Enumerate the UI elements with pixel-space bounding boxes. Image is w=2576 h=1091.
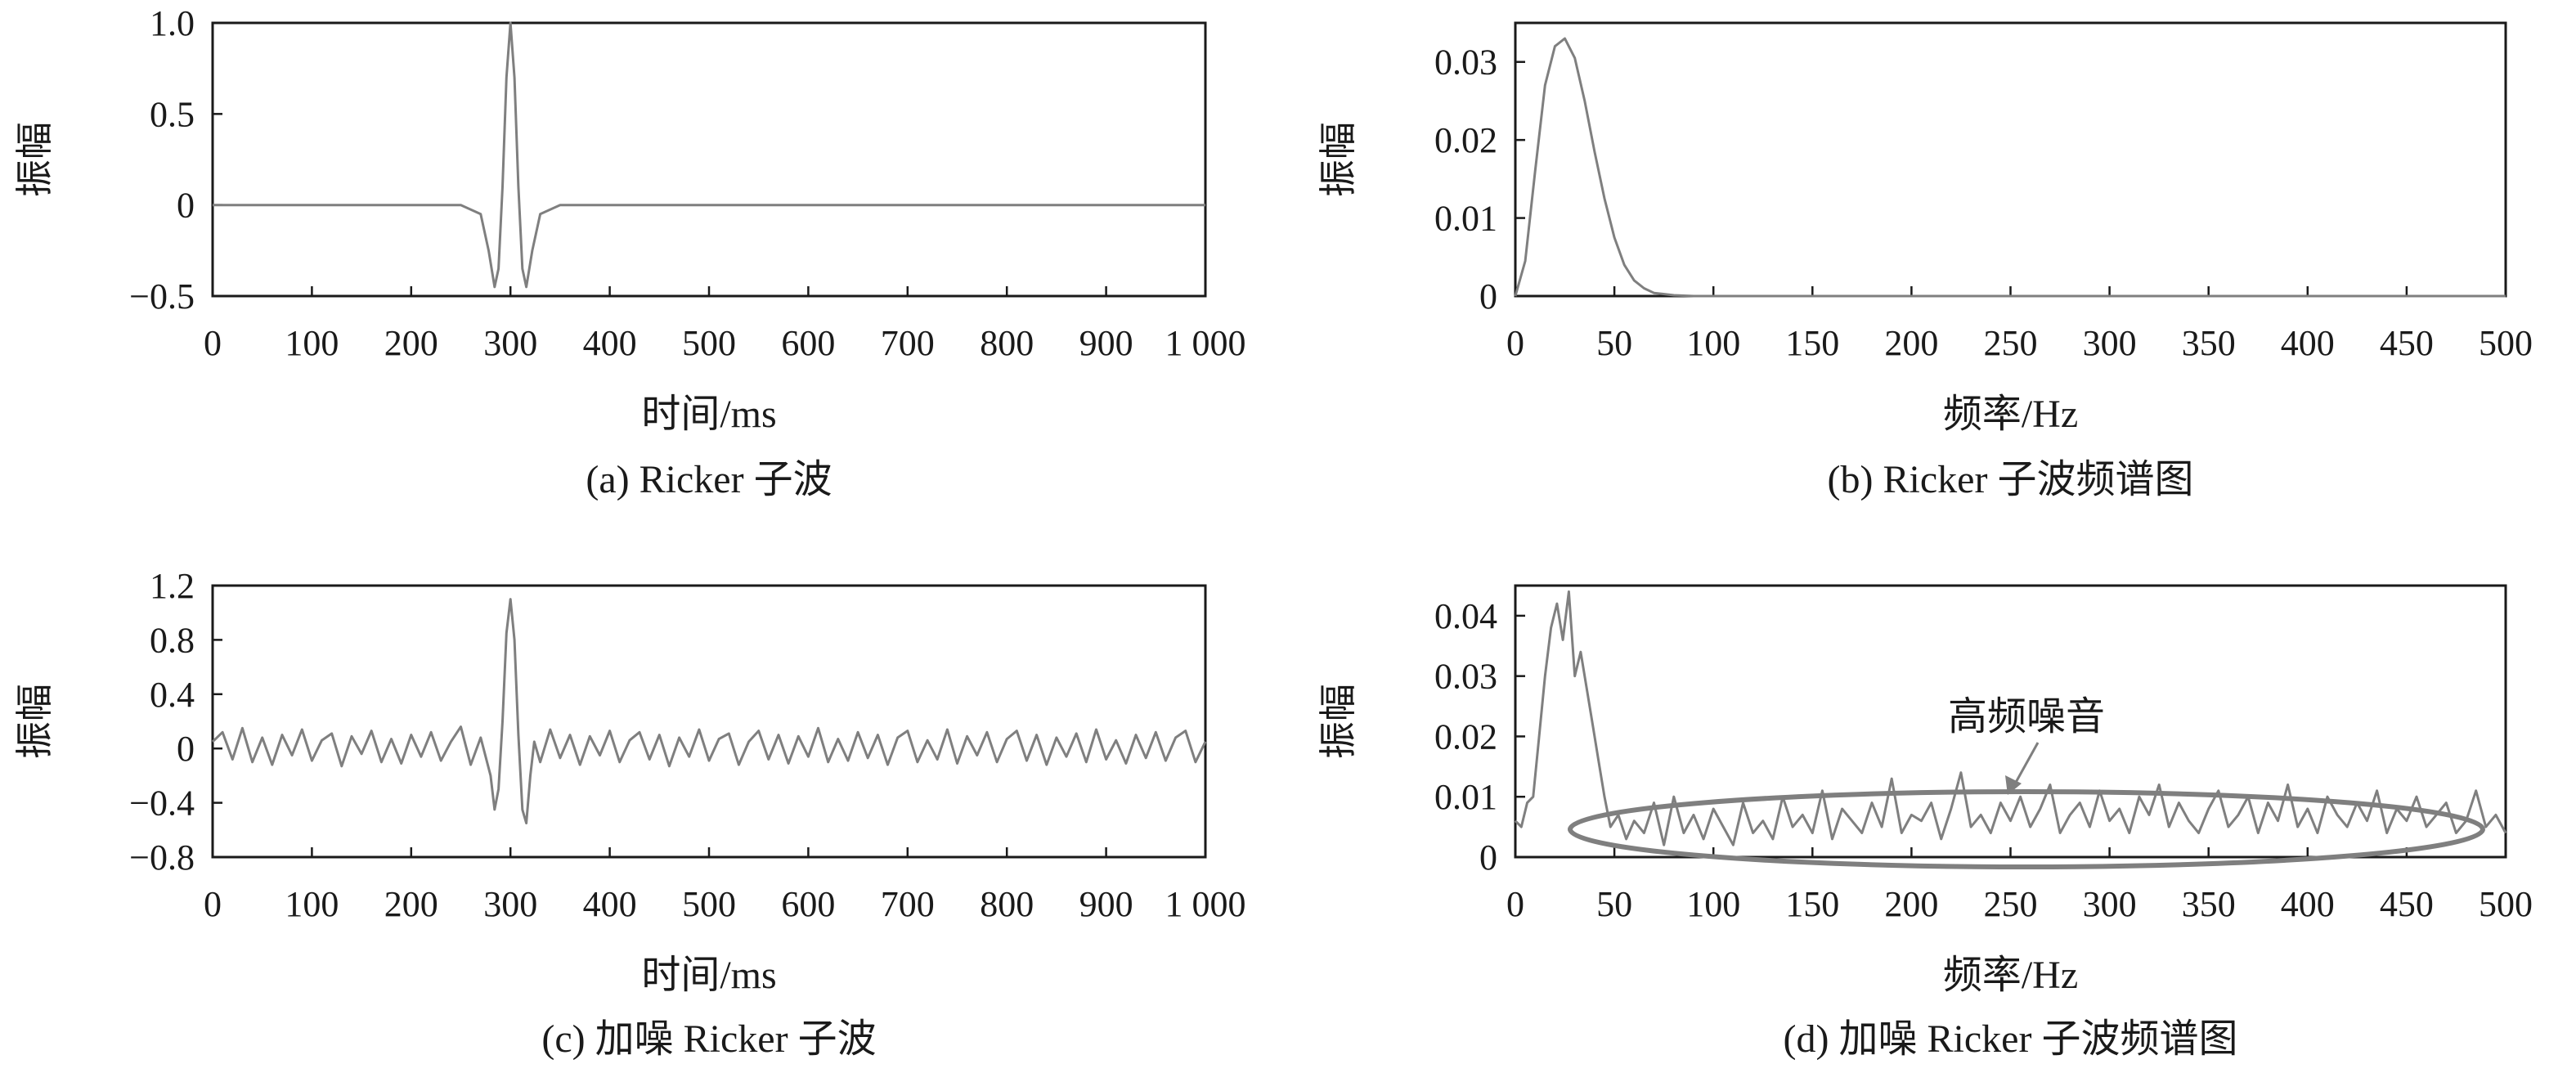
panel-c-noisy-ricker-wavelet: 0 100 200 300 400 500 600 700 800 900 1 000 −0.8 −0.… (14, 566, 1246, 1061)
x-tick-label: 250 (1984, 884, 2038, 924)
panel-caption: (a) Ricker 子波 (586, 458, 832, 501)
annotation-arrow-line (2012, 742, 2040, 788)
annotation-label: 高频噪音 (1948, 695, 2105, 739)
y-tick-label: 0 (177, 186, 195, 226)
x-axis-label: 时间/ms (641, 393, 776, 436)
x-tick-label: 400 (583, 884, 637, 924)
y-tick-label: 0.01 (1434, 777, 1497, 817)
y-tick-label: 0 (1479, 276, 1497, 317)
plot-frame (211, 584, 1207, 859)
x-tick-label: 800 (980, 323, 1034, 363)
x-tick-label: 0 (204, 884, 222, 924)
x-tick-label: 50 (1596, 323, 1632, 363)
plot-frame (1514, 21, 2507, 298)
series-line (1514, 37, 2506, 298)
series-line (213, 21, 1205, 289)
y-tick-label: 0.02 (1434, 120, 1497, 160)
x-tick-label: 300 (483, 323, 537, 363)
y-tick-label: 0.4 (150, 675, 195, 715)
x-tick-label: 350 (2182, 884, 2236, 924)
x-tick-label: 450 (2380, 884, 2434, 924)
x-tick-label: 500 (2479, 323, 2533, 363)
x-tick-label: 900 (1079, 323, 1133, 363)
y-tick-label: 1.0 (150, 3, 195, 43)
x-tick-label: 500 (2479, 884, 2533, 924)
x-tick-label: 700 (881, 884, 935, 924)
x-tick-label: 300 (2083, 884, 2137, 924)
y-axis-label: 振幅 (1317, 684, 1359, 759)
x-tick-label: 100 (1686, 884, 1740, 924)
x-tick-label: 150 (1785, 884, 1839, 924)
y-tick-label: −0.4 (129, 783, 195, 824)
panel-caption: (b) Ricker 子波频谱图 (1828, 458, 2194, 501)
x-tick-label: 500 (682, 323, 736, 363)
y-tick-label: 1.2 (150, 566, 195, 606)
x-tick-label: 700 (881, 323, 935, 363)
x-tick-label: 300 (483, 884, 537, 924)
x-tick-label: 50 (1596, 884, 1632, 924)
x-axis-label: 频率/Hz (1943, 393, 2078, 436)
x-tick-label: 400 (2281, 323, 2335, 363)
x-tick-label: 1 000 (1165, 884, 1246, 924)
x-tick-label: 600 (781, 884, 835, 924)
y-tick-label: 0.03 (1434, 43, 1497, 83)
x-tick-label: 200 (1884, 323, 1938, 363)
x-tick-label: 200 (384, 884, 438, 924)
y-tick-label: 0.03 (1434, 657, 1497, 697)
x-tick-label: 800 (980, 884, 1034, 924)
panel-b-ricker-spectrum: 0 50 100 150 200 250 300 350 400 450 500 0 0.01 0.02 0… (1317, 21, 2533, 501)
y-axis-label: 振幅 (14, 122, 56, 197)
y-axis-label: 振幅 (14, 684, 56, 759)
x-tick-label: 150 (1785, 323, 1839, 363)
x-tick-label: 200 (1884, 884, 1938, 924)
x-axis-label: 时间/ms (641, 954, 776, 997)
y-tick-label: 0 (177, 729, 195, 769)
x-tick-label: 500 (682, 884, 736, 924)
panel-caption: (d) 加噪 Ricker 子波频谱图 (1784, 1017, 2238, 1061)
x-tick-label: 100 (285, 884, 339, 924)
plot-frame (211, 21, 1207, 298)
x-tick-label: 250 (1984, 323, 2038, 363)
x-tick-label: 100 (1686, 323, 1740, 363)
y-tick-label: 0.02 (1434, 716, 1497, 757)
y-tick-label: 0.5 (150, 94, 195, 134)
x-tick-label: 1 000 (1165, 323, 1246, 363)
x-tick-label: 900 (1079, 884, 1133, 924)
annotation-arrow-head (2005, 775, 2022, 795)
panel-a-ricker-wavelet: 0 100 200 300 400 500 600 700 800 900 1 000−0.500.… (14, 3, 1246, 501)
panel-d-noisy-ricker-spectrum: 0 50 100 150 200 250 300 350 400 450 500 0 0.01 0.02 0… (1317, 584, 2533, 1061)
panel-caption: (c) 加噪 Ricker 子波 (541, 1017, 876, 1061)
y-tick-label: −0.5 (129, 276, 195, 317)
x-tick-label: 350 (2182, 323, 2236, 363)
x-axis-label: 频率/Hz (1943, 954, 2078, 997)
x-tick-label: 400 (583, 323, 637, 363)
high-frequency-noise-ellipse (1568, 789, 2485, 869)
x-tick-label: 300 (2083, 323, 2137, 363)
y-axis-label: 振幅 (1317, 122, 1359, 197)
y-tick-label: 0.01 (1434, 199, 1497, 239)
x-tick-label: 400 (2281, 884, 2335, 924)
x-tick-label: 600 (781, 323, 835, 363)
x-tick-label: 100 (285, 323, 339, 363)
y-tick-label: 0.04 (1434, 596, 1497, 636)
x-tick-label: 450 (2380, 323, 2434, 363)
x-tick-label: 0 (1506, 323, 1524, 363)
x-tick-label: 0 (204, 323, 222, 363)
y-tick-label: −0.8 (129, 837, 195, 878)
x-tick-label: 200 (384, 323, 438, 363)
y-tick-label: 0.8 (150, 620, 195, 660)
series-line (211, 598, 1207, 824)
x-tick-label: 0 (1506, 884, 1524, 924)
y-tick-label: 0 (1479, 837, 1497, 878)
